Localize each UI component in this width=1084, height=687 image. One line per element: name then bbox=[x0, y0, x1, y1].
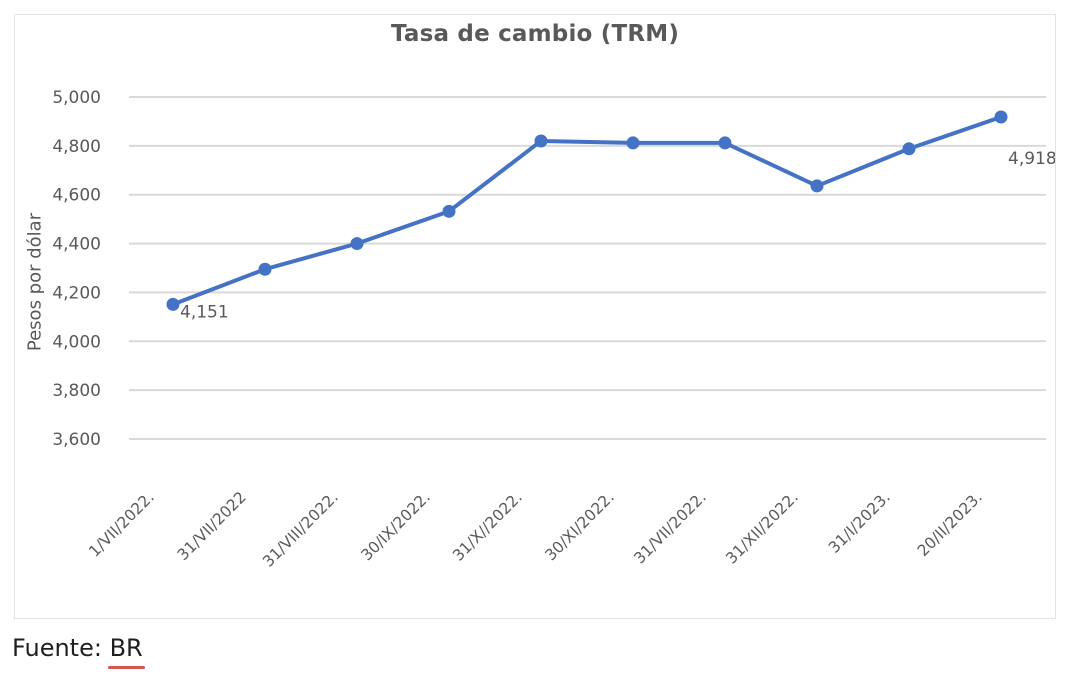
data-point-marker bbox=[810, 179, 824, 193]
chart-title: Tasa de cambio (TRM) bbox=[390, 21, 680, 47]
data-point-marker bbox=[718, 136, 732, 150]
y-tick-label: 4,000 bbox=[52, 332, 101, 352]
x-tick-label: 31/X//2022. bbox=[449, 488, 526, 565]
chart-area: Tasa de cambio (TRM) Pesos por dólar 3,6… bbox=[14, 14, 1056, 619]
data-point-marker bbox=[994, 110, 1008, 124]
x-tick-label: 20/II/2023. bbox=[914, 488, 986, 560]
data-point-marker bbox=[534, 134, 548, 148]
data-point-marker bbox=[442, 204, 456, 218]
data-point-marker bbox=[350, 237, 364, 251]
x-tick-label: 31/I/2023. bbox=[825, 488, 894, 557]
y-tick-label: 4,400 bbox=[52, 235, 101, 255]
x-tick-label: 31/VII/2022 bbox=[174, 488, 250, 564]
data-label: 4,918 bbox=[1008, 149, 1056, 169]
y-tick-label: 4,800 bbox=[52, 137, 101, 157]
x-tick-label: 30/IX/2022. bbox=[358, 488, 434, 564]
y-tick-label: 3,800 bbox=[52, 381, 101, 401]
y-tick-label: 3,600 bbox=[52, 430, 101, 450]
y-tick-label: 4,200 bbox=[52, 283, 101, 303]
source-note: Fuente: BR bbox=[12, 634, 143, 662]
data-point-marker bbox=[166, 297, 180, 311]
y-tick-label: 5,000 bbox=[52, 88, 101, 108]
x-tick-label: 31/XII/2022. bbox=[722, 488, 801, 567]
x-tick-label: 30/XI/2022. bbox=[542, 488, 618, 564]
source-ref: BR bbox=[109, 634, 143, 662]
x-tick-label: 31/VII/2022. bbox=[630, 488, 709, 567]
data-point-marker bbox=[626, 136, 640, 150]
data-point-marker bbox=[902, 142, 916, 156]
series-line bbox=[171, 115, 1003, 307]
y-tick-label: 4,600 bbox=[52, 186, 101, 206]
source-prefix: Fuente: bbox=[12, 634, 110, 662]
x-tick-label: 1/VII/2022. bbox=[85, 488, 157, 560]
x-tick-label: 31/VIII/2022. bbox=[259, 488, 342, 571]
data-point-marker bbox=[258, 262, 272, 276]
data-label: 4,151 bbox=[180, 302, 229, 322]
plot-area: 3,600 3,800 4,000 4,200 4,400 4,600 4,800 5,000… bbox=[52, 88, 1056, 571]
